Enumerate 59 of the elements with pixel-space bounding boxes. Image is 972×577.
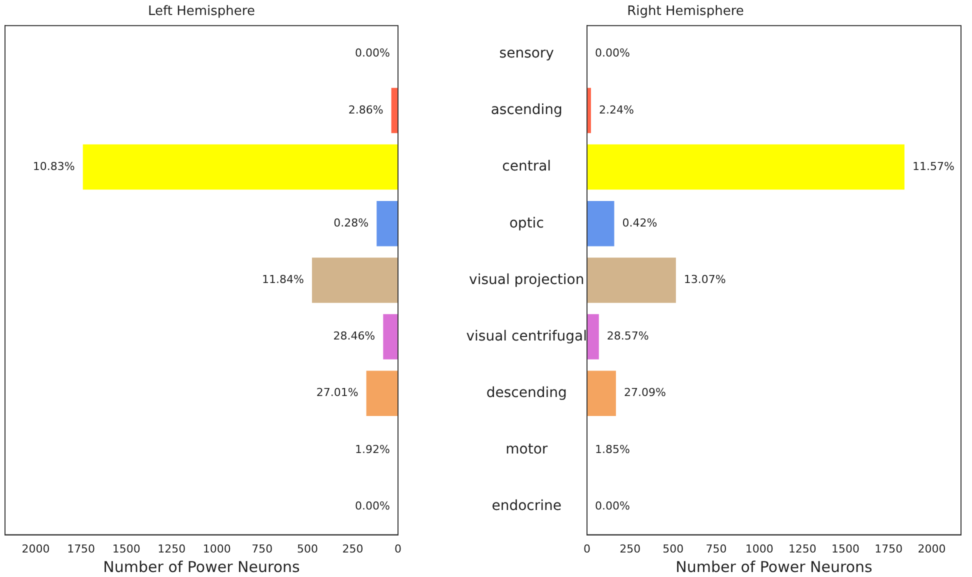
x-axis-title: Number of Power Neurons xyxy=(676,558,873,576)
annotation: 0.00% xyxy=(355,46,390,60)
y-tick-label: sensory xyxy=(499,46,554,62)
y-tick-label: ascending xyxy=(490,102,562,118)
y-tick-label: visual centrifugal xyxy=(466,328,588,344)
x-tick-label: 1500 xyxy=(112,542,140,556)
y-tick-label: motor xyxy=(506,442,548,458)
y-tick-label: endocrine xyxy=(492,498,562,514)
x-tick-label: 250 xyxy=(620,542,641,556)
y-tick-label: visual projection xyxy=(469,272,584,288)
annotation: 0.00% xyxy=(595,499,630,512)
x-tick-label: 2000 xyxy=(918,542,946,556)
bar xyxy=(587,314,599,360)
x-tick-label: 0 xyxy=(584,542,590,556)
x-tick-label: 1750 xyxy=(67,542,96,556)
annotation: 0.42% xyxy=(622,216,658,230)
x-tick-label: 0 xyxy=(394,542,402,556)
bar xyxy=(587,200,614,246)
x-tick-label: 250 xyxy=(342,542,364,556)
x-tick-label: 1250 xyxy=(158,542,186,556)
annotation: 10.83% xyxy=(32,160,75,173)
bar xyxy=(376,200,398,246)
annotation: 28.57% xyxy=(606,330,649,343)
x-tick-label: 1500 xyxy=(832,542,860,556)
x-axis-title: Number of Power Neurons xyxy=(103,558,300,576)
annotation: 13.07% xyxy=(684,273,726,286)
chart-title: Right Hemisphere xyxy=(627,4,744,20)
x-tick-label: 750 xyxy=(706,542,727,556)
annotation: 27.01% xyxy=(316,386,358,400)
chart-title: Left Hemisphere xyxy=(148,4,255,20)
y-tick-label: optic xyxy=(509,215,544,232)
annotation: 0.28% xyxy=(334,216,369,230)
bar xyxy=(383,314,398,360)
annotation: 1.92% xyxy=(355,442,390,456)
x-tick-label: 500 xyxy=(662,542,684,556)
annotation: 2.24% xyxy=(598,103,634,116)
bar xyxy=(366,370,398,416)
annotation: 27.09% xyxy=(624,386,666,400)
x-tick-label: 500 xyxy=(296,542,318,556)
x-tick-label: 1750 xyxy=(874,542,903,556)
bar xyxy=(312,258,398,303)
annotation: 11.57% xyxy=(912,160,954,173)
annotation: 1.85% xyxy=(595,442,630,456)
annotation: 0.00% xyxy=(595,46,630,60)
x-tick-label: 1000 xyxy=(745,542,774,556)
bar xyxy=(82,144,398,190)
annotation: 11.84% xyxy=(262,273,304,286)
x-tick-label: 750 xyxy=(252,542,273,556)
x-tick-label: 2000 xyxy=(22,542,50,556)
bar xyxy=(587,144,904,190)
annotation: 28.46% xyxy=(333,330,376,343)
annotation: 0.00% xyxy=(355,499,390,512)
bar xyxy=(587,258,676,303)
bar xyxy=(587,370,616,416)
x-tick-label: 1250 xyxy=(788,542,816,556)
y-tick-label: central xyxy=(502,158,552,175)
annotation: 2.86% xyxy=(348,103,384,116)
y-tick-label: descending xyxy=(486,384,567,401)
x-tick-label: 1000 xyxy=(202,542,231,556)
